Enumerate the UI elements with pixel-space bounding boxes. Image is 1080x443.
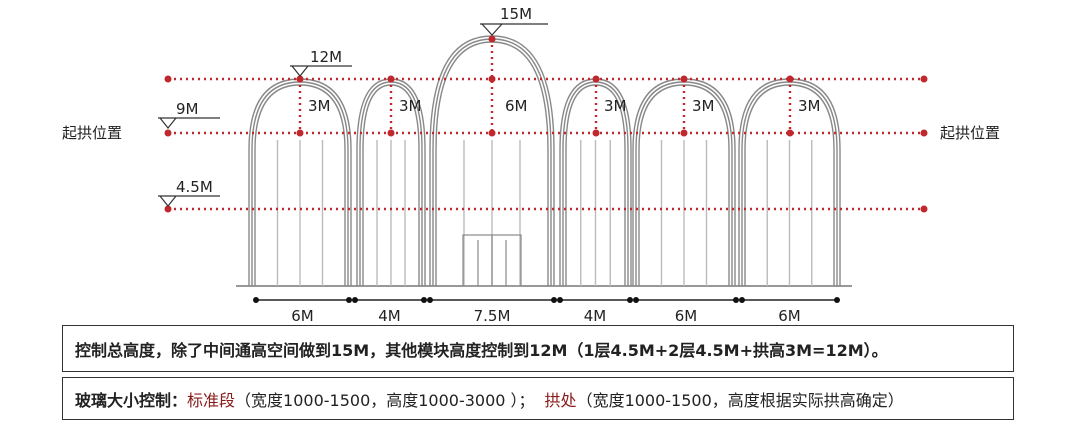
dimension-dot (920, 205, 928, 213)
marker-12m (290, 65, 352, 77)
dimension-dot (786, 129, 794, 137)
level-markers (158, 23, 548, 207)
arch-height-label-6: 3M (798, 97, 821, 115)
arch-height-lines (298, 39, 792, 133)
dimension-dot (920, 75, 928, 83)
arch-height-label-1: 3M (308, 97, 331, 115)
width-label: 7.5M (474, 307, 511, 325)
marker-4-5m (158, 195, 220, 207)
level-lines (168, 77, 924, 211)
level-label-15m: 15M (500, 5, 532, 23)
width-label: 6M (778, 307, 801, 325)
dimension-dots (164, 35, 928, 213)
dimension-dot (920, 129, 928, 137)
level-label-12m: 12M (310, 48, 342, 66)
dimension-dot (680, 129, 688, 137)
glass-size-label: 玻璃大小控制： (75, 390, 188, 410)
width-label: 6M (291, 307, 314, 325)
facade-diagram: 15M 12M 9M 4.5M 3M 3M 6M 3M 3M 3M 起拱位置 起… (62, 5, 1000, 325)
standard-segment-spec: （宽度1000-1500，高度1000-3000 ）； (235, 390, 535, 410)
dimension-dot (296, 75, 304, 83)
arch-segment-label: 拱处 (544, 390, 577, 410)
width-dimension-end (346, 297, 352, 303)
dimension-dot (592, 75, 600, 83)
dimension-dot (786, 75, 794, 83)
arch-height-label-center: 6M (505, 97, 528, 115)
width-dimension-end (733, 297, 739, 303)
marker-15m (480, 23, 548, 36)
arch-height-label-2: 3M (399, 97, 422, 115)
arches (248, 35, 841, 286)
width-dimension-end (352, 297, 358, 303)
width-dimension-end (633, 297, 639, 303)
width-label: 4M (584, 307, 607, 325)
spring-position-label-left: 起拱位置 (62, 124, 122, 142)
entrance-door (462, 234, 522, 287)
width-dimension-end (427, 297, 433, 303)
dimension-dot (592, 129, 600, 137)
dimension-dot (387, 129, 395, 137)
arch-height-label-4: 3M (604, 97, 627, 115)
arch-height-label-5: 3M (692, 97, 715, 115)
dimension-dot (164, 75, 172, 83)
width-dimension-end (739, 297, 745, 303)
arch-segment-spec: （宽度1000-1500，高度根据实际拱高确定） (576, 390, 904, 410)
dimension-dot (680, 75, 688, 83)
dimension-dot (387, 75, 395, 83)
height-control-text: 控制总高度，除了中间通高空间做到15M，其他模块高度控制到12M（1层4.5M+… (75, 340, 888, 360)
dimension-dot (488, 35, 496, 43)
width-dimension-end (551, 297, 557, 303)
width-label: 6M (675, 307, 698, 325)
width-dimension-end (421, 297, 427, 303)
dimension-dot (488, 129, 496, 137)
width-label: 4M (378, 307, 401, 325)
width-dimension-end (834, 297, 840, 303)
dimension-dot (488, 75, 496, 83)
height-control-note: 控制总高度，除了中间通高空间做到15M，其他模块高度控制到12M（1层4.5M+… (62, 325, 1014, 372)
width-dimension-end (253, 297, 259, 303)
dimension-dot (296, 129, 304, 137)
standard-segment-label: 标准段 (187, 390, 236, 410)
dimension-dot (164, 205, 172, 213)
level-label-9m: 9M (176, 100, 199, 118)
width-dimension-end (557, 297, 563, 303)
level-label-4-5m: 4.5M (176, 178, 213, 196)
glass-size-note: 玻璃大小控制： 标准段 （宽度1000-1500，高度1000-3000 ）； … (62, 377, 1014, 420)
spring-position-label-right: 起拱位置 (940, 124, 1000, 142)
marker-9m (158, 117, 220, 129)
width-dimension-end (627, 297, 633, 303)
dimension-dot (164, 129, 172, 137)
width-dimensions: 6M 4M 7.5M 4M 6M 6M (253, 297, 840, 325)
